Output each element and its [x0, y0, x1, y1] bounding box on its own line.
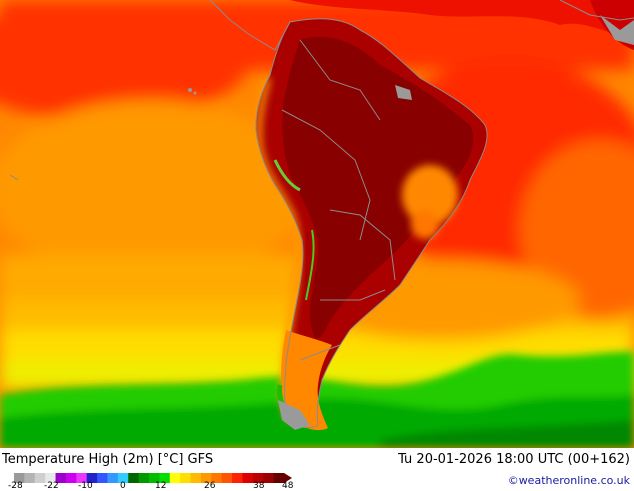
legend-swatch [45, 473, 57, 483]
islands [188, 15, 634, 430]
legend-tick: -10 [78, 481, 93, 491]
legend-tick: 12 [155, 481, 167, 491]
legend-swatch [128, 473, 140, 483]
legend-tick: 48 [282, 481, 294, 491]
legend-tick: 0 [120, 481, 126, 491]
valid-time: Tu 20-01-2026 18:00 UTC (00+162) [398, 452, 630, 467]
legend-swatch [221, 473, 233, 483]
legend-arrow [284, 473, 292, 483]
legend-swatch [97, 473, 108, 483]
temperature-map [0, 0, 634, 448]
legend-swatch [180, 473, 192, 483]
map-title: Temperature High (2m) [°C] GFS [2, 452, 214, 467]
legend-swatch [242, 473, 254, 483]
legend-swatch [159, 473, 171, 483]
legend-swatch [138, 473, 150, 483]
legend-swatch [24, 473, 36, 483]
legend-swatch [86, 473, 98, 483]
south-america [255, 18, 488, 431]
borders [9, 0, 634, 429]
legend-swatch [149, 473, 160, 483]
legend-swatch [200, 473, 212, 483]
legend-swatch [55, 473, 67, 483]
legend-swatch [252, 473, 264, 483]
legend-tick: -28 [8, 481, 23, 491]
legend-swatch [65, 473, 77, 483]
legend-tick: 38 [253, 481, 265, 491]
legend-swatch [76, 473, 88, 483]
legend-swatch [117, 473, 129, 483]
credit-link[interactable]: ©weatheronline.co.uk [507, 474, 630, 487]
legend-tick: -22 [44, 481, 59, 491]
legend-swatch [107, 473, 119, 483]
legend-swatch [14, 473, 25, 483]
legend-swatch [211, 473, 223, 483]
map-footer: Temperature High (2m) [°C] GFS Tu 20-01-… [0, 448, 634, 490]
legend-swatch [263, 473, 275, 483]
legend-swatch [232, 473, 243, 483]
legend-swatch [34, 473, 46, 483]
legend-swatch [169, 473, 181, 483]
legend-swatch [273, 473, 285, 483]
color-legend [14, 473, 292, 483]
map-canvas [0, 0, 634, 448]
legend-tick: 26 [204, 481, 216, 491]
legend-swatch [190, 473, 202, 483]
